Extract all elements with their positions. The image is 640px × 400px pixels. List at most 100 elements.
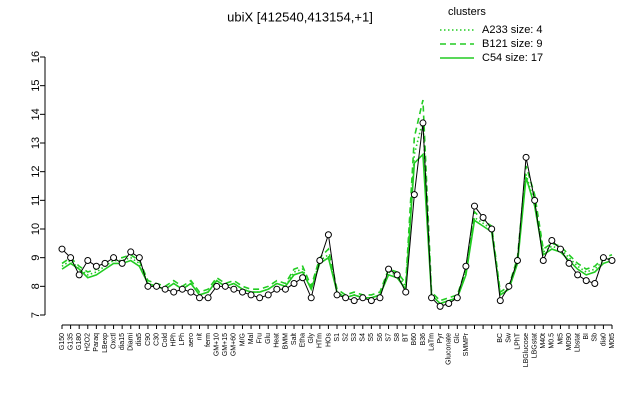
data-point: [67, 254, 75, 262]
y-tick-label: 10: [30, 223, 42, 235]
x-tick-label: LBexp: [102, 333, 109, 353]
x-tick-label: GM+15: [222, 333, 229, 356]
x-tick-label: HTm: [317, 333, 324, 348]
x-tick-label: LBGstat: [532, 333, 539, 358]
data-point: [110, 254, 118, 262]
data-point: [256, 294, 264, 302]
data-point: [230, 285, 238, 293]
x-tick-label: LPhT: [514, 332, 521, 349]
x-tick-label: LPh: [179, 333, 186, 346]
data-point: [462, 262, 470, 270]
data-point: [196, 294, 203, 302]
data-point: [350, 297, 358, 305]
data-point: [92, 262, 100, 270]
data-point: [505, 282, 513, 290]
x-tick-label: S5: [368, 333, 375, 342]
x-tick-label: Oxctl: [110, 333, 117, 349]
y-tick-label: 16: [30, 51, 42, 63]
x-tick-label: B60: [411, 333, 418, 346]
x-tick-label: Pyr: [437, 332, 444, 343]
data-point: [582, 277, 590, 285]
data-point: [118, 259, 126, 267]
data-point: [548, 236, 556, 244]
data-point: [324, 231, 332, 239]
x-tick-label: M0t5: [609, 333, 616, 349]
x-tick-label: G135: [67, 333, 74, 350]
x-tick-label: BI: [583, 333, 590, 340]
data-point: [471, 202, 478, 210]
x-tick-label: dia15: [119, 333, 126, 350]
x-tick-label: GM+10: [214, 333, 221, 356]
x-tick-label: BC: [497, 333, 504, 343]
data-point: [75, 271, 83, 279]
x-tick-label: B36: [420, 333, 427, 346]
x-tick-label: SMMPr: [463, 332, 470, 356]
x-tick-label: nit: [196, 333, 203, 340]
data-point: [436, 302, 444, 310]
chart-title: ubiX [412540,413154,+1]: [227, 9, 373, 24]
y-tick-label: 11: [30, 195, 42, 206]
y-tick-label: 15: [30, 80, 42, 92]
data-point: [376, 294, 384, 302]
data-point: [410, 191, 418, 199]
data-point: [178, 285, 186, 293]
data-point: [513, 257, 521, 265]
x-tick-label: Gluconate: [446, 333, 453, 365]
x-tick-label: Mt5: [557, 333, 564, 345]
data-point: [299, 274, 307, 282]
data-point: [221, 282, 229, 290]
x-tick-label: HPh: [171, 333, 178, 347]
data-point: [153, 282, 161, 290]
legend-label: A233 size: 4: [482, 24, 543, 36]
data-point: [591, 279, 599, 287]
data-point: [522, 153, 530, 161]
x-tick-label: Diami: [128, 333, 135, 351]
x-tick-label: Fru: [257, 333, 264, 344]
x-tick-label: M0.5: [549, 333, 556, 349]
data-line: [61, 122, 613, 307]
x-tick-label: Paraq: [93, 333, 100, 352]
data-point: [273, 285, 281, 293]
x-tick-label: GM+60: [231, 333, 238, 356]
data-point: [264, 291, 272, 299]
x-tick-label: S7: [385, 333, 392, 342]
x-tick-label: ferm: [205, 333, 212, 347]
x-tick-label: LaTm: [428, 333, 435, 351]
data-point: [281, 285, 289, 293]
data-point: [453, 294, 461, 302]
x-tick-label: Gly: [308, 333, 315, 344]
cluster-line: [61, 99, 613, 302]
data-point: [531, 196, 539, 204]
data-point: [445, 300, 453, 308]
data-point: [428, 294, 436, 302]
x-tick-label: S8: [394, 333, 401, 342]
x-tick-label: Etha: [299, 333, 306, 348]
data-point: [84, 257, 92, 265]
data-point: [599, 254, 607, 262]
legend-label: C54 size: 17: [482, 52, 543, 64]
data-point: [342, 294, 350, 302]
data-point: [161, 285, 169, 293]
x-tick-label: S4: [360, 333, 367, 342]
x-tick-label: Cold: [162, 333, 169, 348]
x-tick-label: BT: [403, 332, 410, 342]
legend-label: B121 size: 9: [482, 38, 543, 50]
x-tick-label: M/G: [239, 333, 246, 346]
data-point: [565, 259, 573, 267]
y-tick-label: 14: [30, 108, 42, 120]
data-point: [393, 271, 401, 279]
data-point: [58, 245, 66, 253]
data-point: [238, 288, 246, 296]
x-tick-label: aero: [188, 333, 195, 347]
y-tick-label: 7: [30, 312, 42, 318]
x-tick-label: dia5: [136, 333, 143, 346]
data-point: [135, 254, 143, 262]
data-point: [496, 297, 504, 305]
data-point: [316, 257, 324, 265]
data-point: [144, 282, 152, 290]
x-tick-label: HOs: [325, 333, 332, 348]
x-tick-label: H2O2: [85, 333, 92, 351]
x-tick-label: Glc: [454, 333, 461, 344]
data-point: [539, 257, 547, 265]
